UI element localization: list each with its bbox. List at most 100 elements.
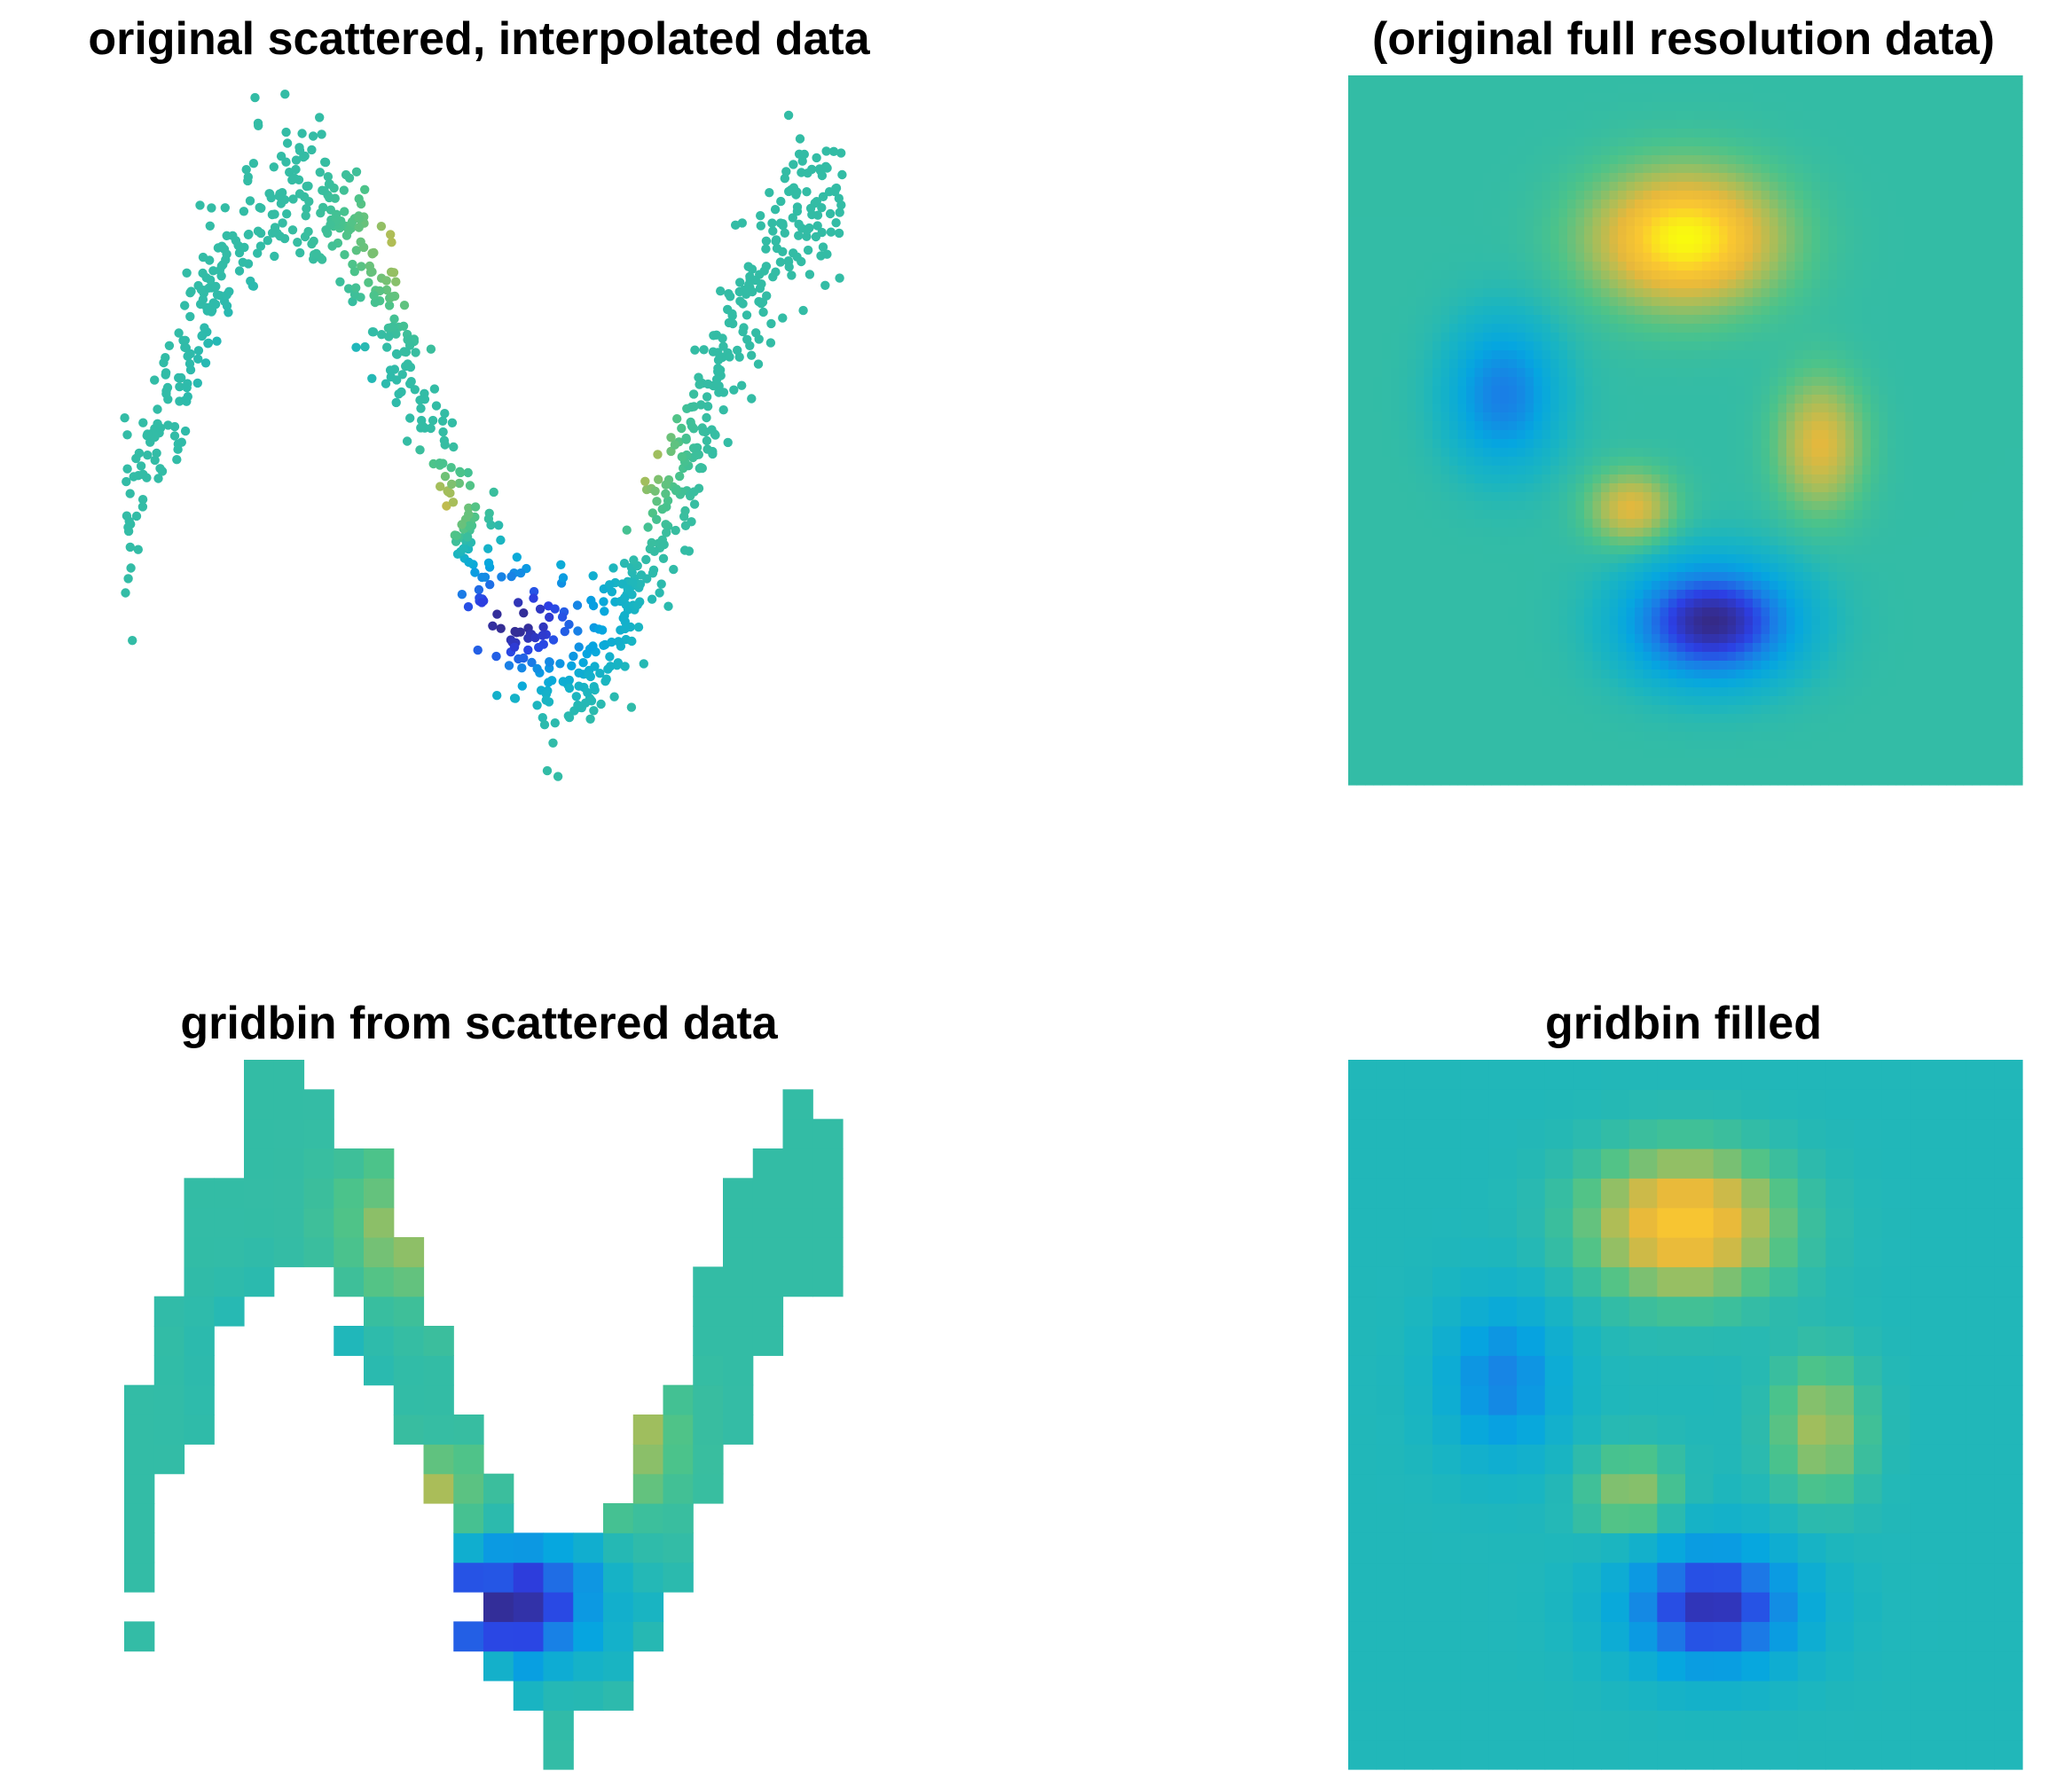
field-cell: [1440, 226, 1450, 236]
field-cell: [1912, 208, 1922, 218]
field-cell: [1373, 457, 1383, 466]
field-cell: [1770, 412, 1779, 422]
scatter-point: [548, 635, 559, 645]
field-cell: [1356, 182, 1366, 192]
field-cell: [2005, 333, 2015, 342]
field-cell: [1542, 333, 1551, 342]
field-cell: [1660, 279, 1669, 289]
scatter-point: [635, 579, 646, 589]
field-cell: [1584, 315, 1594, 325]
field-cell: [1365, 519, 1375, 529]
field-cell: [1676, 350, 1686, 360]
field-cell: [1626, 474, 1636, 484]
field-cell: [1432, 466, 1442, 475]
field-cell: [1719, 368, 1729, 378]
scatter-point: [459, 544, 468, 553]
field-cell: [1820, 395, 1830, 404]
field-cell: [1845, 341, 1855, 351]
scatter-point: [688, 389, 699, 399]
field-cell: [1820, 501, 1830, 511]
field-cell: [1786, 466, 1796, 475]
field-cell: [1575, 386, 1585, 396]
field-cell: [1786, 173, 1796, 183]
field-cell: [1500, 315, 1510, 325]
field-cell: [1938, 226, 1948, 236]
field-cell: [1491, 350, 1501, 360]
field-cell: [1820, 457, 1830, 466]
field-cell: [1508, 146, 1518, 156]
field-cell: [1609, 350, 1619, 360]
field-cell: [1356, 279, 1366, 289]
scatter-point: [122, 464, 132, 474]
field-cell: [1778, 244, 1787, 254]
field-cell: [1525, 235, 1534, 245]
field-cell: [1534, 492, 1543, 502]
field-cell: [1820, 191, 1830, 200]
field-cell: [1500, 279, 1510, 289]
field-cell: [1660, 448, 1669, 458]
field-cell: [1895, 288, 1905, 298]
field-cell: [1356, 200, 1366, 209]
field-cell: [1365, 93, 1375, 103]
field-cell: [1390, 217, 1400, 227]
field-cell: [1584, 84, 1594, 94]
field-cell: [1348, 510, 1358, 520]
field-cell: [2005, 137, 2015, 147]
field-cell: [1955, 93, 1965, 103]
scatter-point: [535, 604, 545, 614]
field-cell: [1912, 386, 1922, 396]
scatter-point: [340, 250, 349, 260]
field-cell: [1356, 270, 1366, 280]
field-cell: [1921, 279, 1931, 289]
field-cell: [1466, 341, 1476, 351]
field-cell: [1963, 235, 1973, 245]
scatter-point: [702, 412, 711, 423]
field-cell: [1912, 492, 1922, 502]
field-cell: [1348, 315, 1358, 325]
field-cell: [1837, 129, 1847, 138]
field-cell: [1710, 102, 1720, 112]
field-cell: [1592, 457, 1602, 466]
field-cell: [1989, 457, 1998, 466]
field-cell: [1820, 368, 1830, 378]
field-cell: [1685, 421, 1695, 431]
field-cell: [1407, 244, 1417, 254]
field-cell: [1652, 226, 1661, 236]
field-cell: [1811, 483, 1821, 493]
field-cell: [1980, 341, 1990, 351]
field-cell: [1373, 395, 1383, 404]
field-cell: [1828, 315, 1838, 325]
field-cell: [1955, 200, 1965, 209]
scatter-point: [150, 455, 160, 466]
scatter-point: [196, 285, 207, 294]
field-cell: [1542, 75, 1551, 85]
field-cell: [1955, 253, 1965, 263]
field-cell: [1449, 421, 1459, 431]
field-cell: [1584, 137, 1594, 147]
scatter-point: [514, 598, 523, 607]
field-cell: [1912, 306, 1922, 316]
field-cell: [1382, 93, 1392, 103]
field-cell: [1491, 492, 1501, 502]
scatter-point: [661, 480, 671, 490]
field-cell: [1373, 528, 1383, 537]
field-cell: [1955, 279, 1965, 289]
field-cell: [1416, 226, 1425, 236]
scatter-point: [588, 600, 599, 611]
field-cell: [1609, 519, 1619, 529]
field-cell: [1356, 448, 1366, 458]
field-cell: [1963, 111, 1973, 121]
field-cell: [1592, 75, 1602, 85]
field-cell: [1828, 155, 1838, 165]
field-cell: [1955, 208, 1965, 218]
field-cell: [1558, 253, 1568, 263]
field-cell: [1575, 421, 1585, 431]
field-cell: [1912, 217, 1922, 227]
field-cell: [1373, 253, 1383, 263]
field-cell: [1786, 448, 1796, 458]
field-cell: [1440, 333, 1450, 342]
field-cell: [1542, 421, 1551, 431]
field-cell: [1449, 155, 1459, 165]
field-cell: [1963, 333, 1973, 342]
field-cell: [1517, 129, 1527, 138]
